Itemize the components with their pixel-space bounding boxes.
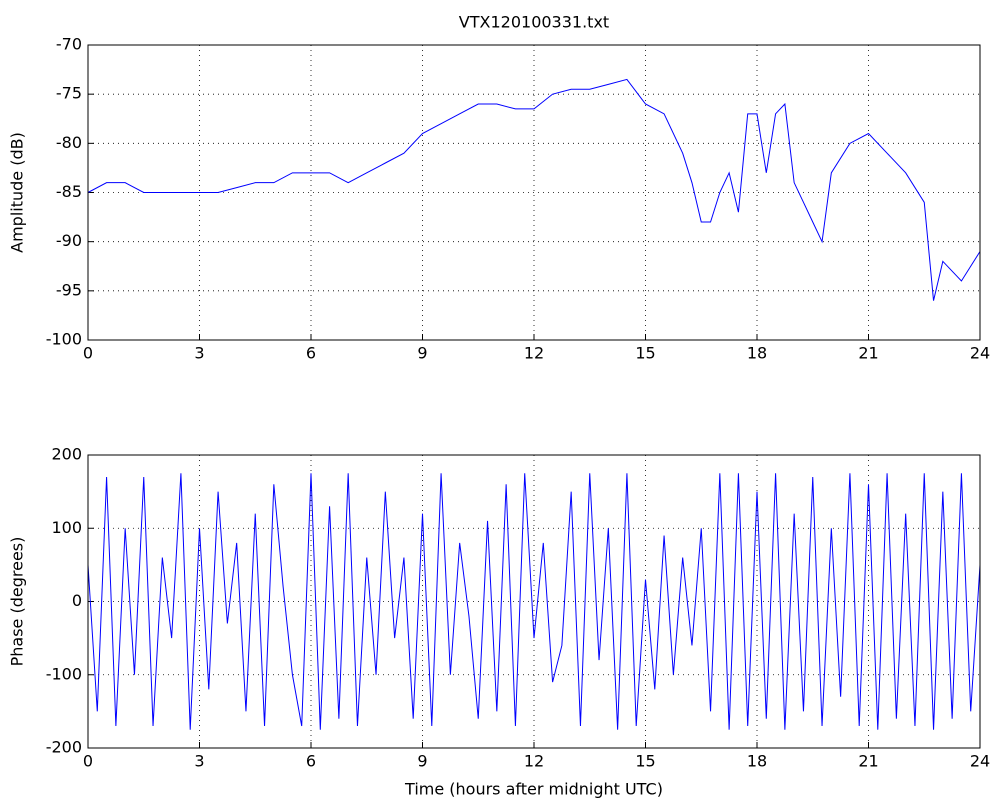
x-tick-label: 12: [524, 344, 544, 363]
y-axis-label: Phase (degrees): [8, 537, 27, 667]
x-tick-label: 18: [747, 752, 767, 771]
y-tick-label: -200: [46, 738, 82, 757]
y-tick-label: 200: [51, 445, 82, 464]
x-tick-label: 0: [83, 752, 93, 771]
y-tick-label: -85: [56, 182, 82, 201]
chart-title: VTX120100331.txt: [459, 13, 609, 32]
data-line: [87, 78, 981, 301]
x-tick-label: 24: [970, 344, 990, 363]
y-tick-label: -70: [56, 35, 82, 54]
y-tick-label: -90: [56, 231, 82, 250]
x-tick-label: 15: [635, 752, 655, 771]
y-tick-label: -95: [56, 280, 82, 299]
x-tick-label: 21: [858, 344, 878, 363]
x-tick-label: 9: [417, 752, 427, 771]
data-line: [87, 473, 981, 730]
x-tick-label: 3: [194, 344, 204, 363]
y-tick-label: 100: [51, 518, 82, 537]
y-tick-label: -80: [56, 133, 82, 152]
axes-box: [87, 44, 981, 341]
x-tick-label: 9: [417, 344, 427, 363]
x-tick-label: 12: [524, 752, 544, 771]
x-tick-label: 18: [747, 344, 767, 363]
x-tick-label: 0: [83, 344, 93, 363]
y-tick-label: -75: [56, 84, 82, 103]
y-tick-label: -100: [46, 664, 82, 683]
x-tick-label: 15: [635, 344, 655, 363]
x-tick-label: 21: [858, 752, 878, 771]
axes-box: [87, 454, 981, 749]
x-axis-label: Time (hours after midnight UTC): [404, 780, 663, 799]
y-tick-label: -100: [46, 330, 82, 349]
y-axis-label: Amplitude (dB): [8, 132, 27, 253]
y-tick-label: 0: [72, 591, 82, 610]
x-tick-label: 24: [970, 752, 990, 771]
x-tick-label: 6: [306, 752, 316, 771]
x-tick-label: 3: [194, 752, 204, 771]
x-tick-label: 6: [306, 344, 316, 363]
